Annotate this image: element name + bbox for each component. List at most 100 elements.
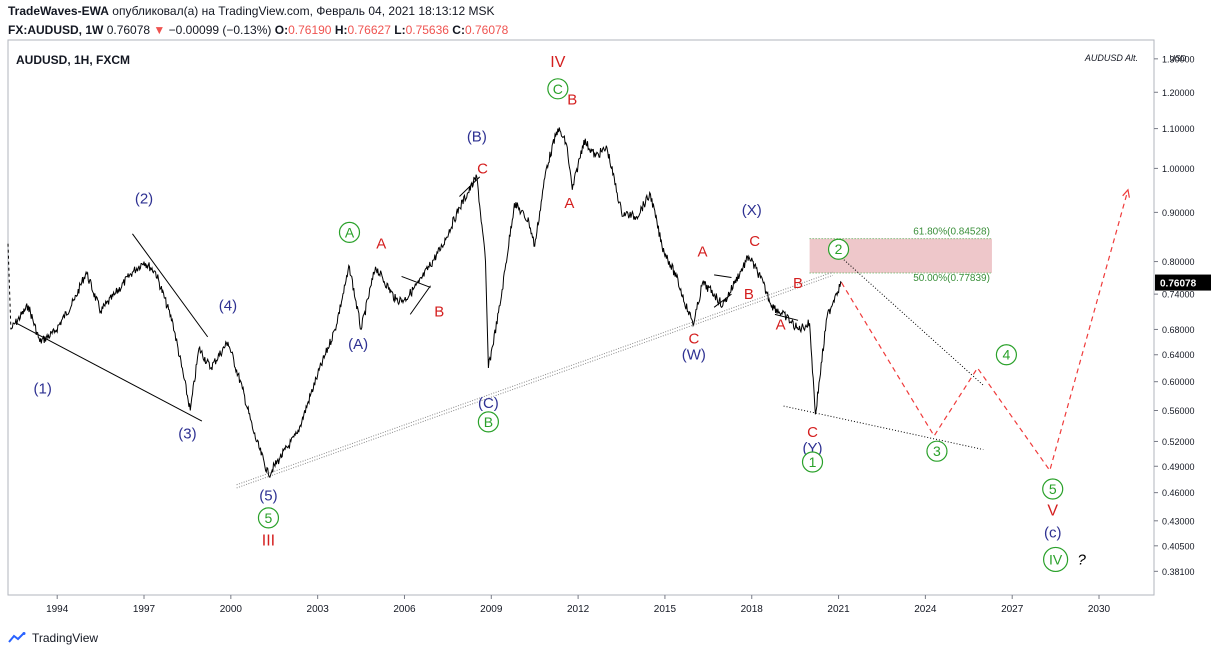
wave-label: B — [484, 414, 493, 430]
x-tick-label: 2021 — [827, 604, 850, 615]
x-tick-label: 2006 — [393, 604, 416, 615]
wave-circle-marker — [547, 78, 569, 100]
wave-label: (B) — [467, 128, 487, 145]
x-tick-label: 1994 — [46, 604, 69, 615]
wave-label: 2 — [835, 241, 843, 257]
x-tick-label: 2000 — [220, 604, 243, 615]
price-change: −0.00099 (−0.13%) — [168, 23, 272, 37]
wave-circle-marker — [827, 238, 850, 260]
y-tick-label: 0.40500 — [1162, 541, 1195, 551]
wave-label: (C) — [478, 395, 499, 412]
y-tick-label: 0.43000 — [1162, 516, 1195, 526]
y-tick-label: 1.00000 — [1162, 164, 1195, 174]
wave-label: 5 — [1049, 481, 1057, 497]
wave-label: (W) — [682, 347, 706, 364]
y-tick-label: 1.30000 — [1162, 54, 1195, 64]
wave-label: C — [477, 160, 488, 177]
y-tick-label: 0.52000 — [1162, 437, 1195, 447]
trendline — [409, 285, 431, 315]
wave-label: C — [553, 81, 563, 97]
dotted-trendline — [783, 405, 984, 451]
y-axis[interactable]: 1.30000 1.20000 1.10000 1.00000 0.90000 0.800… — [1154, 54, 1211, 577]
chart-title: AUDUSD, 1H, FXCM — [16, 53, 130, 67]
wave-label: A — [345, 224, 355, 240]
wave-label: (2) — [135, 191, 153, 208]
wave-label: (c) — [1044, 525, 1062, 542]
high-label: H: — [334, 23, 348, 37]
projection-arrowhead — [1122, 188, 1130, 198]
wave-label: A — [776, 317, 786, 334]
wave-label: (X) — [742, 202, 762, 219]
wave-circle-marker — [1043, 546, 1069, 573]
ohlc-line: FX:AUDUSD, 1W 0.76078 ▼ −0.00099 (−0.13%… — [8, 23, 508, 37]
y-tick-label: 0.56000 — [1162, 406, 1195, 416]
low-value: 0.75636 — [405, 23, 449, 37]
trendline — [401, 275, 431, 288]
y-tick-label: 0.46000 — [1162, 488, 1195, 498]
x-tick-label: 2003 — [307, 604, 330, 615]
y-tick-label: 0.80000 — [1162, 257, 1195, 267]
wave-label: A — [698, 243, 708, 260]
wave-circle-marker — [926, 440, 948, 462]
x-tick-label: 2024 — [914, 604, 937, 615]
publish-text: опубликовал(а) на TradingView.com, Февра… — [112, 4, 495, 18]
wave-label: C — [688, 331, 699, 348]
wave-label: IV — [1049, 551, 1063, 567]
low-label: L: — [394, 23, 406, 37]
wave-label: 1 — [809, 454, 817, 470]
wave-label: (1) — [34, 381, 52, 398]
last-price-badge — [1155, 274, 1211, 291]
open-value: 0.76190 — [288, 23, 332, 37]
x-tick-label: 2012 — [567, 604, 590, 615]
y-tick-label: 0.60000 — [1162, 377, 1195, 387]
trendline — [16, 322, 203, 422]
y-tick-label: 0.74000 — [1162, 290, 1195, 300]
publish-line: TradeWaves-EWA опубликовал(а) на Trading… — [8, 4, 494, 18]
x-tick-label: 2015 — [654, 604, 677, 615]
wave-label: A — [376, 236, 386, 253]
wave-label: (Y) — [803, 440, 823, 457]
footer-brand[interactable]: TradingView — [8, 631, 98, 645]
x-tick-label: 2030 — [1088, 604, 1111, 615]
tradingview-logo-icon — [8, 632, 26, 643]
wave-label-layer: (1)(2)(3)(4)(5)5IIIAA(A)B(B)C(C)BIVCBAAC… — [34, 54, 1086, 573]
early-price-dashed — [7, 243, 12, 330]
y-tick-label: 0.38100 — [1162, 567, 1195, 577]
x-tick-label: 2018 — [741, 604, 764, 615]
wave-circle-marker — [338, 221, 361, 243]
wave-label: ? — [1077, 551, 1086, 568]
fib-level-label: 61.80%(0.84528) — [913, 227, 990, 238]
y-tick-label: 0.68000 — [1162, 325, 1195, 335]
last-price: 0.76078 — [106, 23, 151, 37]
trendline — [713, 293, 732, 308]
open-label: O: — [274, 23, 289, 37]
y-tick-label: 1.10000 — [1162, 124, 1195, 134]
y-unit-label: USD — [1170, 54, 1187, 63]
last-price-label: 0.76078 — [1160, 279, 1197, 290]
trendline-layer — [16, 176, 984, 489]
plot-area — [7, 39, 1155, 596]
projection-line — [840, 189, 1129, 472]
wave-label: IV — [550, 54, 565, 71]
wave-label: V — [1047, 502, 1058, 519]
fib-level-label: 50.00%(0.77839) — [913, 273, 990, 284]
wave-circle-marker — [1042, 478, 1064, 500]
trendline — [714, 274, 732, 279]
wave-circle-marker — [995, 344, 1018, 366]
wave-circle-marker — [257, 507, 280, 529]
wave-label: III — [262, 533, 275, 550]
x-axis[interactable]: 1994 1997 2000 2003 2006 2009 2012 2015 2018 2021… — [46, 595, 1111, 615]
wave-label: C — [807, 424, 818, 441]
wave-label: A — [564, 195, 574, 212]
x-tick-label: 2009 — [480, 604, 503, 615]
wave-label: B — [793, 275, 803, 292]
y-tick-label: 0.49000 — [1162, 462, 1195, 472]
wave-label: B — [434, 303, 444, 320]
x-tick-label: 1997 — [133, 604, 156, 615]
y-tick-label: 0.90000 — [1162, 208, 1195, 218]
close-value: 0.76078 — [464, 23, 509, 37]
watermark-label: AUDUSD Alt. — [1084, 53, 1138, 63]
author-name[interactable]: TradeWaves-EWA — [8, 4, 109, 18]
symbol-name: FX:AUDUSD, 1W — [8, 23, 104, 37]
